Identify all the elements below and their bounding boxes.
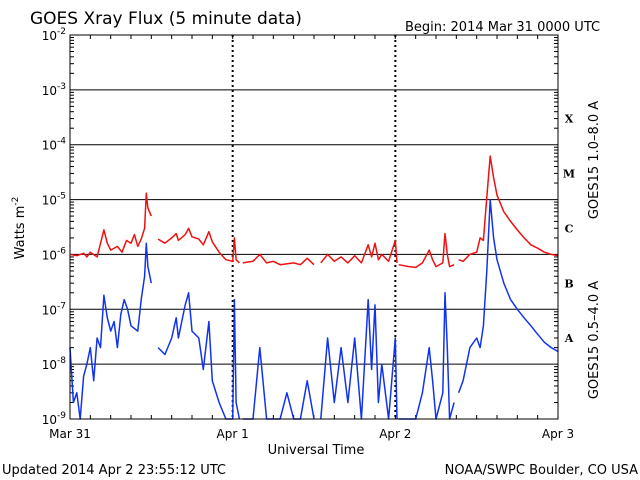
legend-series-long: GOES15 1.0–8.0 A xyxy=(587,101,602,219)
chart-title: GOES Xray Flux (5 minute data) xyxy=(30,9,302,29)
series-line-short-wavelength xyxy=(242,346,315,420)
flare-class-B: B xyxy=(564,277,573,290)
flare-class-M: M xyxy=(563,168,575,181)
y-tick-base: 10 xyxy=(42,248,57,262)
series-line-long-wavelength xyxy=(69,192,152,258)
y-tick-exponent: -2 xyxy=(57,27,66,37)
series-line-long-wavelength xyxy=(157,227,240,264)
x-tick-labels: Mar 31 Apr 1 Apr 2 Apr 3 xyxy=(49,427,574,441)
begin-label: Begin: 2014 Mar 31 0000 UTC xyxy=(405,20,600,35)
series-line-short-wavelength xyxy=(457,198,559,394)
updated-timestamp: Updated 2014 Apr 2 23:55:12 UTC xyxy=(2,463,226,478)
series-line-long-wavelength xyxy=(320,239,398,264)
y-tick-exponent: -8 xyxy=(57,356,66,366)
y-tick-exponent: -6 xyxy=(57,246,66,256)
plot-frame xyxy=(69,34,559,420)
y-tick-label: 10-2 xyxy=(42,27,66,43)
series-line-short-wavelength xyxy=(398,292,455,420)
series-line-short-wavelength xyxy=(157,292,241,420)
y-tick-exponent: -9 xyxy=(57,411,66,421)
series-line-long-wavelength xyxy=(398,232,455,269)
x-tick-label: Apr 3 xyxy=(542,427,574,441)
y-tick-label: 10-6 xyxy=(42,246,67,262)
y-tick-exponent: -5 xyxy=(57,192,66,202)
y-tick-label: 10-4 xyxy=(42,137,67,153)
flare-class-labels: X M C B A xyxy=(563,113,575,345)
y-tick-exponent: -4 xyxy=(57,137,66,147)
series-line-short-wavelength xyxy=(69,242,153,420)
flare-class-A: A xyxy=(564,332,574,345)
y-tick-base: 10 xyxy=(42,29,57,43)
y-tick-label: 10-5 xyxy=(42,192,66,208)
y-tick-labels: 10-910-810-710-610-510-410-310-2 xyxy=(42,27,67,427)
y-tick-base: 10 xyxy=(42,194,57,208)
y-tick-label: 10-7 xyxy=(42,301,66,317)
y-tick-exponent: -3 xyxy=(57,82,66,92)
legend-series-short: GOES15 0.5–4.0 A xyxy=(587,281,602,399)
y-axis-title-text: Watts m xyxy=(13,206,28,260)
source-credit: NOAA/SWPC Boulder, CO USA xyxy=(445,463,638,478)
y-tick-base: 10 xyxy=(42,303,57,317)
series-line-long-wavelength xyxy=(242,253,315,266)
y-tick-label: 10-8 xyxy=(42,356,67,372)
y-axis-title: Watts m-2 xyxy=(11,197,28,260)
y-tick-label: 10-9 xyxy=(42,411,67,427)
flare-class-C: C xyxy=(565,222,574,235)
y-tick-exponent: -7 xyxy=(57,301,66,311)
y-tick-base: 10 xyxy=(42,413,57,427)
y-tick-base: 10 xyxy=(42,358,57,372)
flare-class-X: X xyxy=(565,113,574,126)
x-tick-label: Apr 2 xyxy=(379,427,411,441)
series-line-short-wavelength xyxy=(320,298,398,420)
y-tick-label: 10-3 xyxy=(42,82,66,98)
y-tick-base: 10 xyxy=(42,139,57,153)
series-line-long-wavelength xyxy=(458,155,559,263)
series-lines xyxy=(69,155,559,420)
x-axis-title: Universal Time xyxy=(268,443,365,458)
x-tick-label: Mar 31 xyxy=(49,427,91,441)
x-tick-label: Apr 1 xyxy=(217,427,249,441)
y-axis-title-exponent: -2 xyxy=(11,197,21,206)
y-tick-base: 10 xyxy=(42,84,57,98)
